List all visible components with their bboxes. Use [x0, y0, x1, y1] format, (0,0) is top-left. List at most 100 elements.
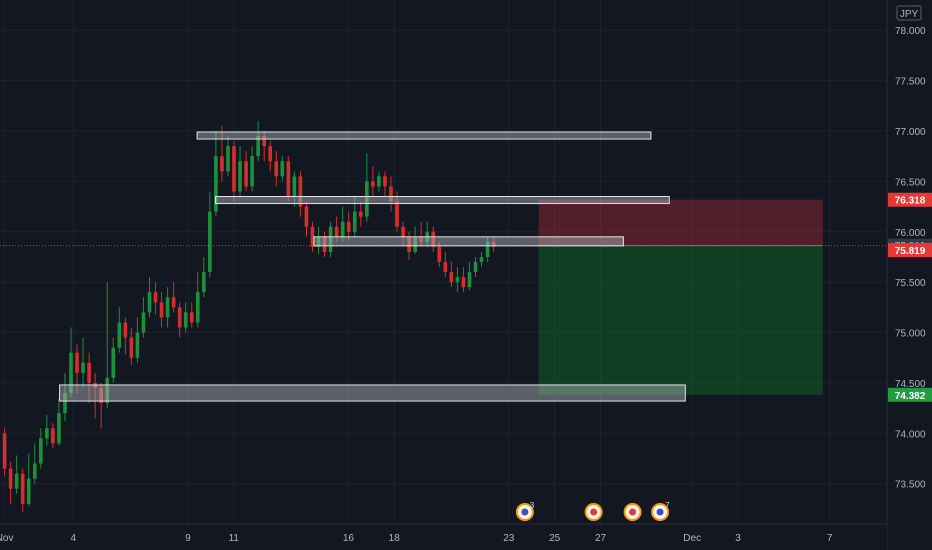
candle-body [298, 176, 303, 207]
candle-body [346, 221, 351, 232]
candle-body [310, 226, 315, 247]
price-tick-label: 75.000 [895, 329, 926, 340]
candle-body [8, 468, 13, 489]
candle-body [226, 146, 230, 172]
candle-body [268, 146, 273, 162]
candle-body [383, 176, 387, 187]
candle-body [105, 377, 110, 404]
candle-body [69, 352, 73, 393]
candle-body [443, 262, 448, 273]
support-resistance-zones[interactable] [59, 131, 686, 402]
candle-body [395, 201, 399, 227]
candle [280, 156, 285, 182]
candle [491, 236, 496, 252]
candle-body [262, 136, 267, 147]
candle-body [123, 322, 128, 338]
candle-body [45, 428, 49, 439]
candle-body [51, 428, 55, 444]
candle [177, 302, 182, 338]
candle [93, 372, 97, 419]
event-count: 3 [530, 501, 535, 510]
candle-body [449, 272, 454, 283]
event-icon[interactable]: 3 [515, 501, 535, 521]
time-axis-labels: Nov 4 9 11 16 18 23 25 27 Dec 3 7 [0, 533, 833, 544]
zone-rectangle[interactable] [196, 131, 652, 140]
currency-badge[interactable]: JPY [896, 5, 922, 21]
candle [262, 131, 267, 162]
time-tick-label: 9 [185, 533, 191, 544]
candle-body [153, 292, 158, 303]
candle [99, 382, 103, 429]
candle [195, 272, 200, 328]
event-icon[interactable]: 7 [651, 501, 670, 521]
event-count: 7 [665, 501, 670, 510]
candle-body [322, 236, 327, 252]
short-position-tool[interactable] [538, 199, 823, 395]
time-tick-label: 4 [71, 533, 77, 544]
time-tick-label: 18 [389, 533, 401, 544]
price-axis[interactable] [887, 0, 932, 550]
zone-rectangle[interactable] [59, 384, 686, 402]
candle-body [165, 297, 170, 318]
candle-body [371, 181, 375, 187]
event-icon[interactable] [584, 503, 603, 521]
candle-body [111, 347, 116, 378]
zone-rectangle[interactable] [214, 196, 670, 205]
price-tick-label: 73.500 [895, 480, 926, 491]
event-icon[interactable] [623, 503, 642, 521]
candle [69, 327, 73, 399]
candle-body [256, 136, 260, 157]
time-tick-label: 3 [735, 533, 741, 544]
candle [159, 292, 164, 328]
candle-body [455, 277, 460, 283]
candle-body [75, 352, 79, 373]
candle-body [189, 312, 194, 323]
event-dot [629, 508, 637, 516]
candle-body [177, 307, 182, 328]
time-tick-label: Dec [683, 533, 701, 544]
candle [202, 256, 206, 298]
price-tick-label: 77.000 [895, 127, 926, 138]
price-tag-bg [888, 192, 932, 207]
candle-body [491, 241, 496, 247]
candle [147, 277, 152, 318]
candle [371, 166, 375, 197]
candle [51, 423, 55, 449]
candle [87, 352, 91, 404]
candle [389, 176, 393, 212]
candle [346, 211, 351, 240]
candle [244, 151, 248, 192]
candle-body [57, 413, 61, 444]
price-tag: 75.819 [888, 243, 932, 258]
candle-body [389, 186, 393, 202]
price-tick-label: 74.500 [895, 379, 926, 390]
price-tick-label: 75.500 [895, 278, 926, 289]
candle [316, 226, 321, 254]
candle [431, 226, 436, 252]
candle-body [431, 231, 436, 247]
candle [268, 141, 273, 172]
candle-body [413, 236, 417, 252]
candle [232, 141, 236, 202]
candle-body [214, 156, 218, 212]
candle [473, 256, 478, 278]
price-tag-label: 75.819 [895, 246, 926, 257]
time-axis[interactable] [0, 524, 887, 550]
time-tick-label: 16 [343, 533, 355, 544]
candle-body [479, 256, 484, 262]
candle-body [250, 156, 254, 187]
stop-loss-zone[interactable] [538, 199, 823, 246]
candle [20, 468, 25, 512]
zone-rectangle[interactable] [313, 236, 624, 247]
candle-body [208, 211, 212, 273]
candle-body [93, 382, 97, 388]
take-profit-zone[interactable] [538, 245, 823, 395]
candle-body [171, 297, 176, 308]
time-tick-label: 11 [229, 533, 240, 544]
chart-grid [0, 0, 887, 524]
candle-body [419, 236, 423, 242]
candle-body [81, 362, 85, 373]
candle-body [238, 161, 242, 192]
